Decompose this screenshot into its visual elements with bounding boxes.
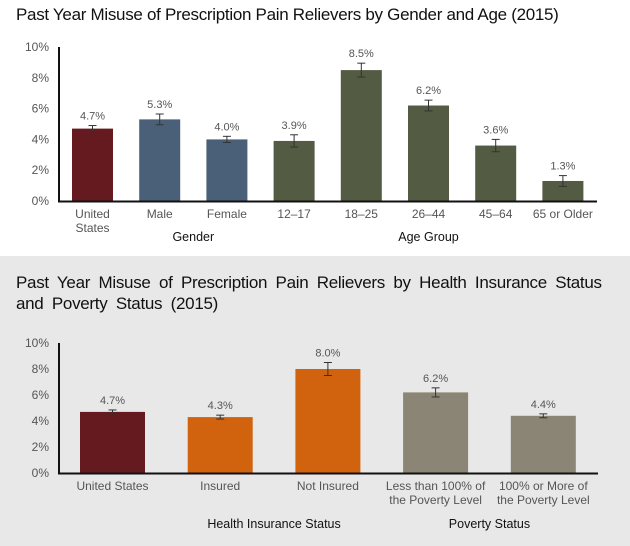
data-label: 4.0% <box>214 121 239 133</box>
y-tick-label: 4% <box>32 132 50 146</box>
x-tick-label: 45–64 <box>479 207 513 221</box>
y-tick-label: 6% <box>32 388 50 402</box>
bar <box>475 145 517 201</box>
data-label: 4.7% <box>80 111 105 123</box>
group-label: Gender <box>172 230 214 244</box>
bar <box>80 411 145 473</box>
y-tick-label: 10% <box>25 40 49 54</box>
chart-title-gender-age: Past Year Misuse of Prescription Pain Re… <box>16 5 559 24</box>
x-tick-label: Female <box>207 207 247 221</box>
data-label: 4.7% <box>100 395 125 407</box>
data-label: 8.5% <box>349 48 374 60</box>
x-tick-label: the Poverty Level <box>497 493 590 507</box>
y-tick-label: 4% <box>32 414 50 428</box>
gender-age-panel <box>0 0 630 256</box>
y-tick-label: 8% <box>32 71 50 85</box>
x-tick-label: Not Insured <box>297 479 359 493</box>
data-label: 6.2% <box>416 85 441 97</box>
data-label: 4.3% <box>208 400 233 412</box>
data-label: 3.6% <box>483 124 508 136</box>
bar <box>139 119 181 201</box>
group-label: Poverty Status <box>449 517 530 531</box>
y-tick-label: 0% <box>32 194 50 208</box>
bar <box>408 105 449 201</box>
chart-title-insurance-poverty: Past Year Misuse of Prescription Pain Re… <box>16 273 602 313</box>
y-tick-label: 8% <box>32 362 50 376</box>
bar <box>187 417 253 473</box>
bar <box>542 180 584 201</box>
y-tick-label: 2% <box>32 163 50 177</box>
bar <box>510 415 576 473</box>
x-tick-label: Insured <box>200 479 240 493</box>
x-tick-label: United <box>75 207 110 221</box>
data-label: 3.9% <box>282 120 307 132</box>
x-tick-label: Less than 100% of <box>386 479 486 493</box>
data-label: 4.4% <box>531 399 556 411</box>
insurance-poverty-bar-chart: 0% 2% 4% 6% 8% 10% 4.7% United States 4.3% Insure… <box>25 336 598 531</box>
y-tick-label: 6% <box>32 102 50 116</box>
x-tick-label: United States <box>76 479 148 493</box>
data-label: 5.3% <box>147 99 172 111</box>
bar <box>295 369 361 473</box>
bar <box>273 140 315 201</box>
data-label: 8.0% <box>315 348 340 360</box>
bar <box>340 70 382 201</box>
x-tick-label: 26–44 <box>412 207 446 221</box>
y-tick-label: 10% <box>25 336 49 350</box>
x-tick-label: Male <box>147 207 173 221</box>
bar <box>206 139 248 201</box>
group-label: Age Group <box>398 230 459 244</box>
bar <box>72 128 113 201</box>
x-tick-label: 12–17 <box>277 207 311 221</box>
data-label: 1.3% <box>550 161 575 173</box>
y-tick-label: 2% <box>32 440 50 454</box>
x-tick-label: 100% or More of <box>499 479 588 493</box>
x-tick-label: the Poverty Level <box>389 493 482 507</box>
y-tick-label: 0% <box>32 466 50 480</box>
bar <box>403 392 469 473</box>
group-label: Health Insurance Status <box>207 517 340 531</box>
x-tick-label: 18–25 <box>345 207 379 221</box>
x-tick-label: States <box>75 221 109 235</box>
x-tick-label: 65 or Older <box>533 207 593 221</box>
data-label: 6.2% <box>423 373 448 385</box>
